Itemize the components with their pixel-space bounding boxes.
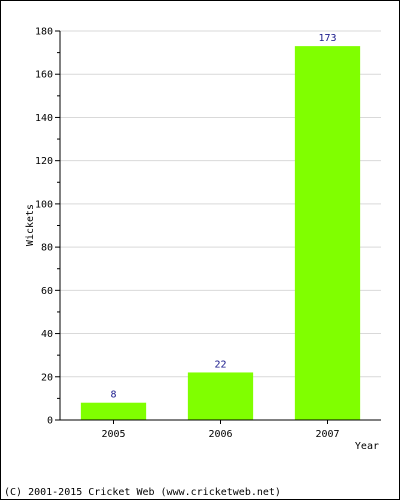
y-tick-label-140: 140 bbox=[35, 113, 53, 124]
bar-2006 bbox=[187, 372, 254, 420]
x-tick-labels: 2005 2006 2007 bbox=[101, 429, 339, 440]
x-tick-label-2005: 2005 bbox=[101, 429, 125, 440]
y-tick-label-100: 100 bbox=[35, 199, 53, 210]
bar-2005 bbox=[80, 402, 147, 420]
y-tick-label-160: 160 bbox=[35, 70, 53, 81]
y-tick-label-180: 180 bbox=[35, 27, 53, 38]
y-tick-labels: 0 20 40 60 80 100 120 140 160 180 bbox=[35, 27, 53, 427]
data-label-2005: 8 bbox=[110, 390, 116, 401]
bars bbox=[80, 46, 361, 420]
y-axis-label: Wickets bbox=[25, 204, 36, 246]
y-tick-label-20: 20 bbox=[41, 372, 53, 383]
x-tick-label-2007: 2007 bbox=[315, 429, 339, 440]
copyright-footer: (C) 2001-2015 Cricket Web (www.cricketwe… bbox=[4, 487, 281, 498]
axes bbox=[55, 30, 381, 424]
y-tick-label-80: 80 bbox=[41, 243, 53, 254]
bar-2007 bbox=[294, 46, 361, 420]
y-tick-label-60: 60 bbox=[41, 286, 53, 297]
y-tick-label-120: 120 bbox=[35, 156, 53, 167]
data-label-2007: 173 bbox=[318, 33, 336, 44]
x-tick-label-2006: 2006 bbox=[208, 429, 232, 440]
x-axis-label: Year bbox=[355, 441, 379, 452]
data-labels: 8 22 173 bbox=[110, 33, 336, 401]
y-tick-label-40: 40 bbox=[41, 329, 53, 340]
data-label-2006: 22 bbox=[214, 359, 226, 370]
y-tick-label-0: 0 bbox=[47, 416, 53, 427]
